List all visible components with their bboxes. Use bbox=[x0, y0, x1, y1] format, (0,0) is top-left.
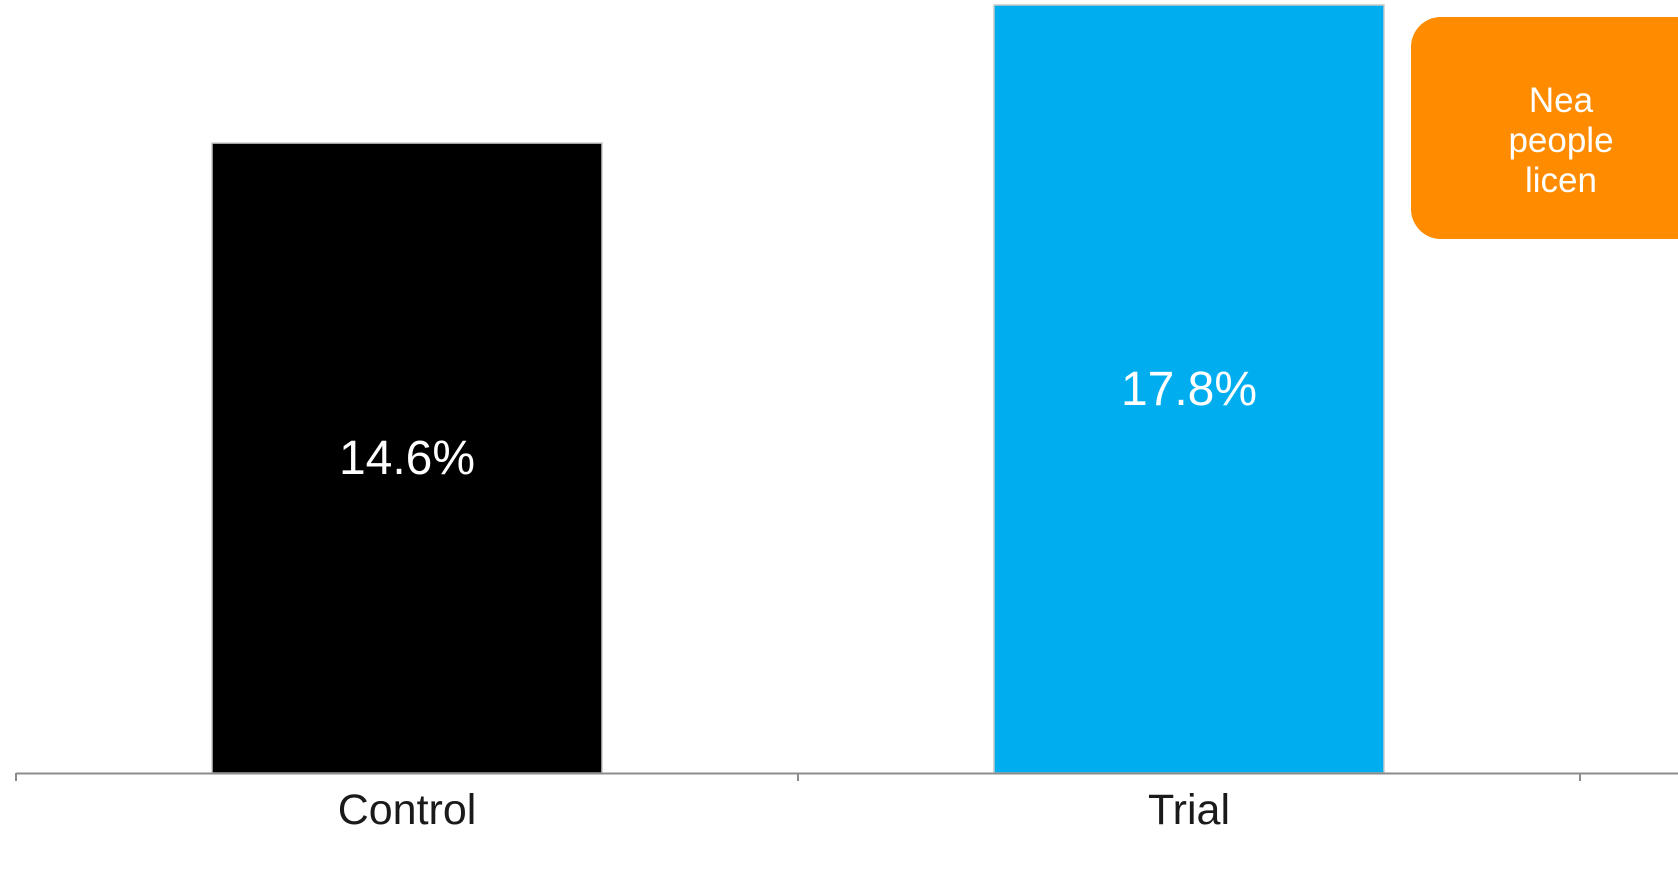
callout-line-2: people bbox=[1508, 121, 1614, 160]
bars-layer bbox=[211, 4, 1385, 774]
callout-text: Nea people licen bbox=[1411, 81, 1678, 201]
x-axis bbox=[15, 772, 1678, 781]
x-tick-label-control: Control bbox=[338, 786, 477, 834]
bar-control bbox=[211, 142, 603, 774]
callout-background bbox=[1411, 17, 1678, 239]
bar-value-labels: 14.6% 17.8% bbox=[339, 363, 1257, 485]
x-tick-label-trial: Trial bbox=[1148, 786, 1230, 834]
bar-value-label-control: 14.6% bbox=[339, 432, 475, 485]
x-tick-labels: Control Trial bbox=[338, 786, 1230, 834]
callout-line-1: Nea bbox=[1528, 81, 1594, 120]
bar-value-label-trial: 17.8% bbox=[1121, 363, 1257, 416]
annotation-callout: Nea people licen bbox=[1411, 17, 1678, 239]
callout-line-3: licen bbox=[1525, 161, 1597, 200]
bar-trial bbox=[993, 4, 1385, 774]
